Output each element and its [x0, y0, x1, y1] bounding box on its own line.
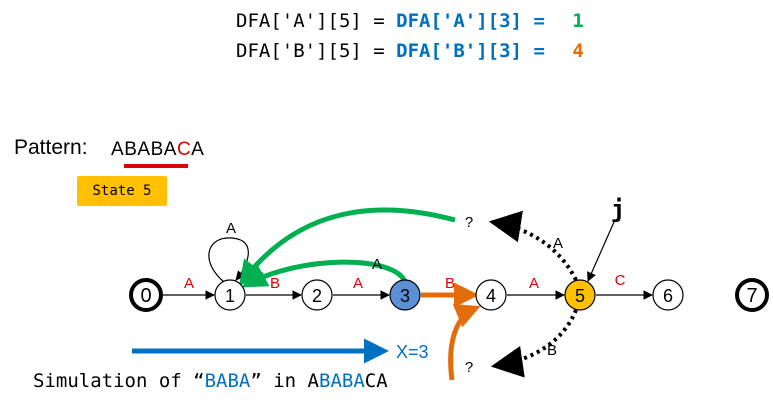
state-2-label: 2: [312, 286, 322, 306]
equation-1-mid: DFA['A'][3] =: [396, 10, 545, 32]
green-arrow-long: [238, 207, 456, 286]
simulation-tail-black: CA: [364, 370, 388, 392]
transition-label: A: [184, 275, 194, 292]
equation-line-2: DFA['B'][5] = DFA['B'][3] = 4: [236, 40, 584, 62]
pattern-char: A: [137, 139, 151, 160]
simulation-tail-blue: BABA: [319, 370, 365, 392]
question-mark-b: ?: [465, 359, 473, 376]
dotted-label-b: B: [547, 342, 557, 359]
x-value-label: X=3: [396, 342, 429, 362]
state-7-label: 7: [746, 285, 757, 307]
equation-line-1: DFA['A'][5] = DFA['A'][3] = 1: [236, 10, 584, 32]
green-arrow-short: [241, 259, 408, 288]
pattern-underline: [124, 164, 188, 168]
state-5-label: 5: [575, 286, 585, 306]
state-6-label: 6: [663, 286, 673, 306]
state-0-label: 0: [140, 285, 151, 307]
state-badge: State 5: [77, 176, 167, 206]
pattern-char-highlight: C: [176, 139, 192, 160]
state-3: 3: [389, 279, 421, 311]
pattern-char: B: [124, 139, 138, 160]
state-3-label: 3: [400, 286, 410, 306]
pattern-char: B: [150, 139, 164, 160]
equation-2-result: 4: [572, 40, 584, 62]
simulation-string: BABA: [204, 370, 251, 392]
transition-label: C: [615, 272, 626, 289]
pattern-label: Pattern:: [14, 136, 88, 159]
state-1-label: 1: [225, 286, 235, 306]
state-4-label: 4: [486, 286, 496, 306]
transition-label: A: [353, 275, 363, 292]
dotted-label-a: A: [553, 235, 563, 252]
state-2: 2: [301, 279, 333, 311]
state-1: 1: [214, 279, 246, 311]
state-5: 5: [564, 279, 596, 311]
equation-1-left: DFA['A'][5] =: [236, 10, 385, 32]
dotted-arrow-a: [488, 210, 578, 281]
j-pointer-arrow: [587, 221, 615, 282]
pattern-char: A: [111, 139, 125, 160]
simulation-prefix: Simulation of “: [33, 370, 205, 392]
state-6: 6: [652, 279, 684, 311]
transition-label: B: [270, 275, 280, 292]
state-0: 0: [129, 278, 163, 312]
question-mark-a: ?: [465, 214, 473, 231]
dotted-arrow-b: [490, 309, 578, 378]
pattern-char: A: [163, 139, 177, 160]
equation-2-left: DFA['B'][5] =: [236, 40, 385, 62]
transition-label: B: [445, 275, 455, 292]
pattern-string: ABABACA: [111, 139, 204, 161]
self-loop-1: [208, 237, 249, 283]
pointer-j-label: j: [611, 195, 625, 223]
equation-1-result: 1: [572, 10, 584, 32]
transition-label: A: [529, 275, 539, 292]
back-arrow-label: A: [372, 256, 382, 273]
state-7: 7: [735, 278, 769, 312]
orange-curve-arrow: [448, 304, 481, 381]
state-4: 4: [475, 279, 507, 311]
equation-2-mid: DFA['B'][3] =: [396, 40, 545, 62]
simulation-caption: Simulation of “BABA” in ABABACA: [33, 370, 388, 392]
pattern-char: A: [191, 139, 205, 160]
simulation-middle: ” in A: [250, 370, 319, 392]
self-loop-label: A: [226, 220, 236, 237]
